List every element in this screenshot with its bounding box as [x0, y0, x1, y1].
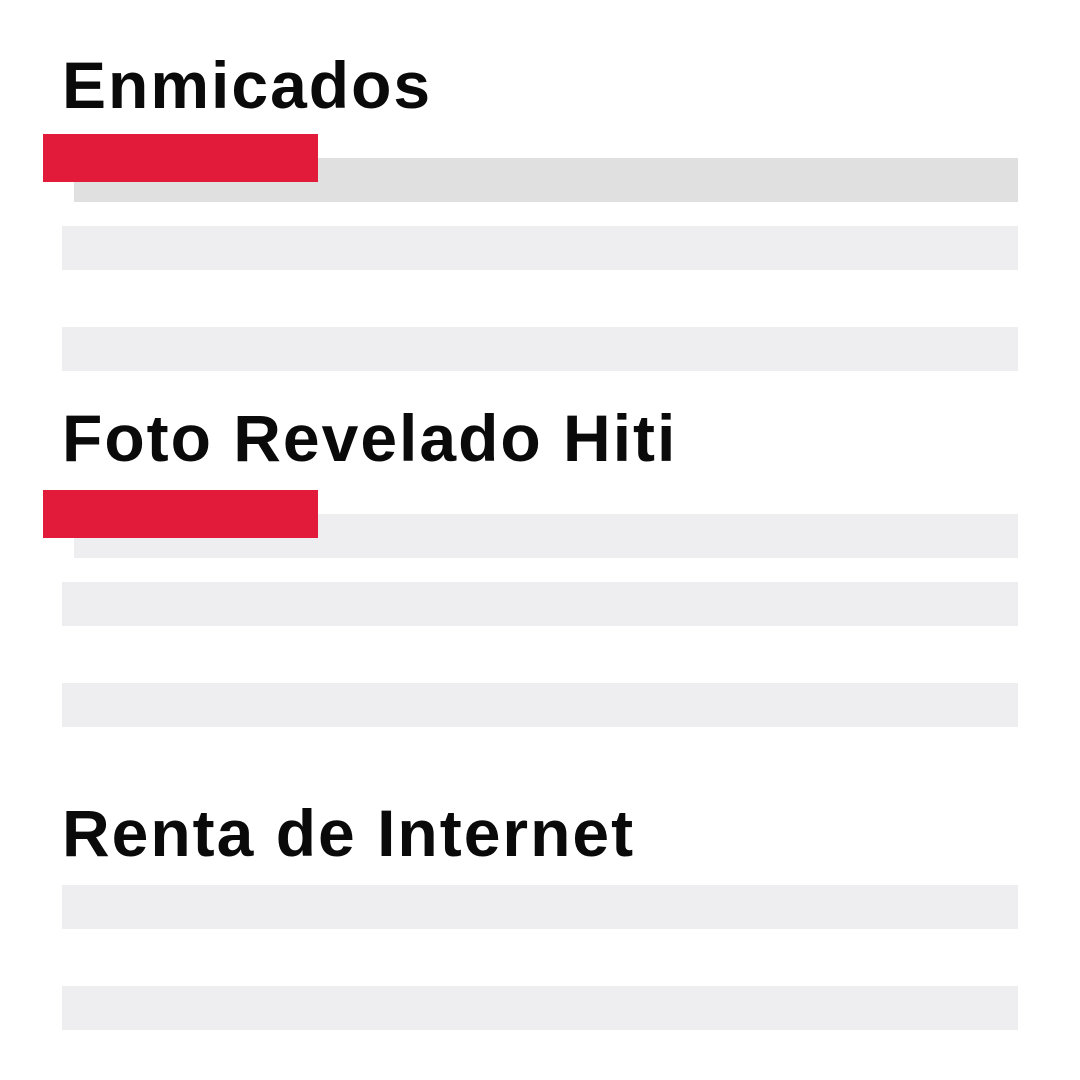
placeholder-line: [62, 986, 1018, 1030]
accent-bar: [43, 134, 318, 182]
placeholder-line: [62, 226, 1018, 270]
accent-bar: [43, 490, 318, 538]
section-title: Enmicados: [62, 48, 433, 122]
section-title: Foto Revelado Hiti: [62, 401, 678, 475]
placeholder-line: [62, 582, 1018, 626]
placeholder-line: [62, 683, 1018, 727]
placeholder-line: [62, 885, 1018, 929]
section-title: Renta de Internet: [62, 796, 636, 870]
placeholder-line: [62, 327, 1018, 371]
